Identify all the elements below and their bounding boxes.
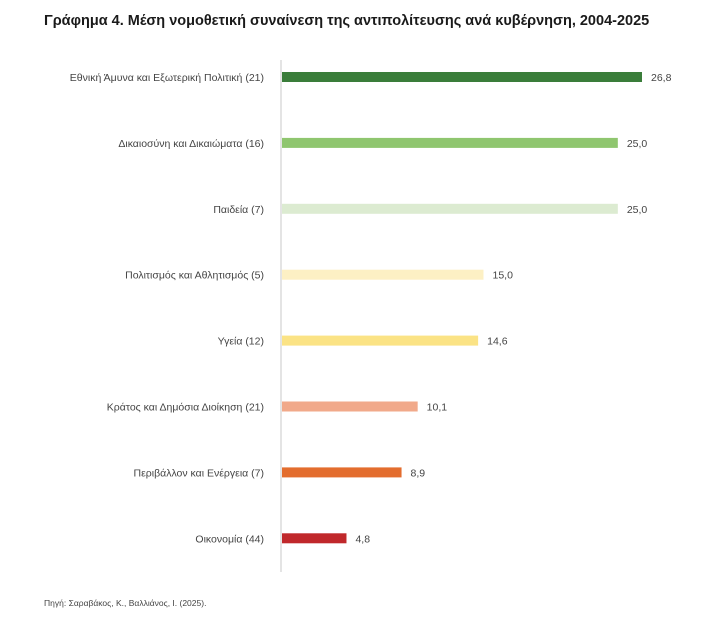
- category-label: Περιβάλλον και Ενέργεια (7): [134, 467, 264, 479]
- bar: [282, 137, 618, 148]
- bar: [282, 203, 618, 214]
- bar: [282, 533, 347, 544]
- bar: [282, 335, 479, 346]
- category-label: Οικονομία (44): [195, 533, 264, 545]
- category-label: Υγεία (12): [218, 336, 264, 348]
- category-label: Πολιτισμός και Αθλητισμός (5): [125, 270, 264, 282]
- bars-group: Εθνική Άμυνα και Εξωτερική Πολιτική (21)…: [70, 72, 672, 545]
- category-label: Παιδεία (7): [213, 204, 264, 216]
- bar: [282, 467, 402, 478]
- category-label: Κράτος και Δημόσια Διοίκηση (21): [107, 402, 264, 414]
- value-label: 10,1: [427, 402, 448, 414]
- category-label: Εθνική Άμυνα και Εξωτερική Πολιτική (21): [70, 72, 264, 84]
- source-note: Πηγή: Σαραβάκος, Κ., Βαλλιάνος, Ι. (2025…: [44, 598, 207, 608]
- bar: [282, 401, 418, 412]
- bar: [282, 72, 642, 82]
- bar: [282, 269, 484, 280]
- value-label: 14,6: [487, 336, 508, 348]
- value-label: 4,8: [355, 533, 370, 545]
- value-label: 25,0: [627, 138, 648, 150]
- category-label: Δικαιοσύνη και Δικαιώματα (16): [118, 138, 264, 150]
- value-label: 25,0: [627, 204, 648, 216]
- chart-title: Γράφημα 4. Μέση νομοθετική συναίνεση της…: [44, 13, 650, 29]
- value-label: 26,8: [651, 72, 672, 84]
- value-label: 15,0: [492, 270, 513, 282]
- value-label: 8,9: [411, 467, 426, 479]
